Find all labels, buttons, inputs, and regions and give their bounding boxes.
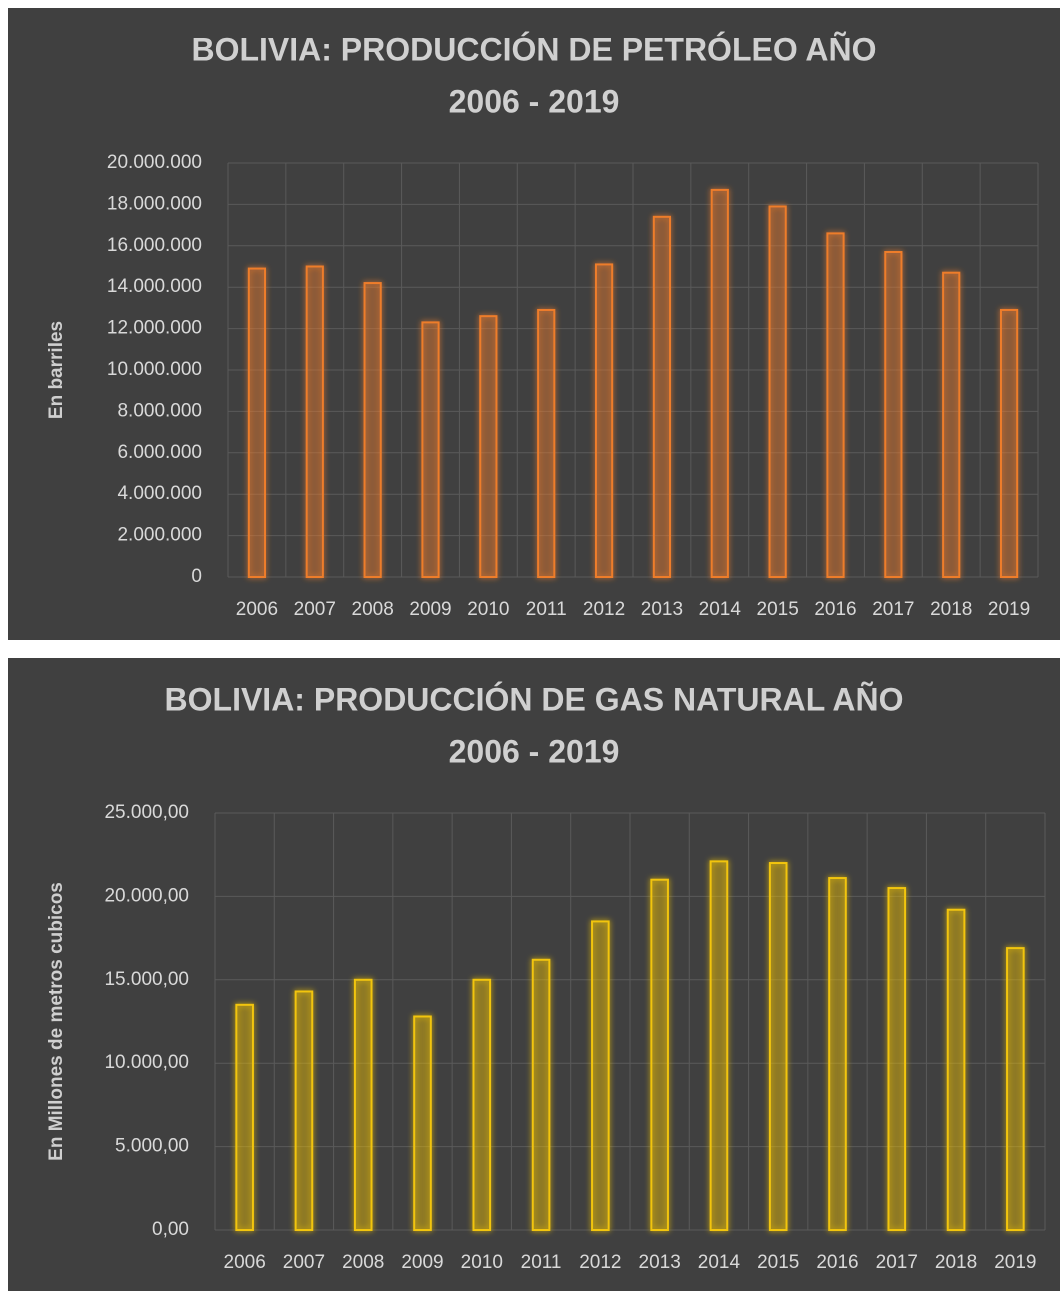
y-tick-label: 10.000.000 xyxy=(107,359,202,380)
bar xyxy=(828,877,847,1231)
chart-title: 2006 - 2019 xyxy=(449,733,620,769)
bar xyxy=(652,215,672,578)
x-tick-label: 2016 xyxy=(814,599,856,620)
bar xyxy=(826,232,845,578)
y-tick-label: 20.000,00 xyxy=(104,885,189,906)
bar xyxy=(884,251,903,578)
y-tick-label: 14.000.000 xyxy=(107,276,202,297)
x-tick-label: 2015 xyxy=(757,1252,799,1273)
x-tick-label: 2010 xyxy=(461,1252,503,1273)
chart-title: BOLIVIA: PRODUCCIÓN DE PETRÓLEO AÑO xyxy=(191,31,876,67)
bar xyxy=(650,878,669,1231)
x-tick-label: 2018 xyxy=(935,1252,977,1273)
x-tick-label: 2017 xyxy=(876,1252,918,1273)
y-tick-label: 5.000,00 xyxy=(115,1136,189,1157)
y-axis-label: En Millones de metros cubicos xyxy=(46,882,67,1161)
x-tick-label: 2011 xyxy=(526,599,567,620)
bar xyxy=(1006,947,1025,1231)
y-tick-label: 0 xyxy=(191,566,202,587)
bar xyxy=(353,978,373,1231)
bar xyxy=(531,958,551,1231)
bar xyxy=(946,908,966,1232)
x-tick-label: 2009 xyxy=(401,1252,443,1273)
bar xyxy=(768,205,787,578)
y-tick-label: 20.000.000 xyxy=(107,152,202,173)
bar xyxy=(537,308,556,578)
y-tick-label: 12.000.000 xyxy=(107,318,202,339)
bar xyxy=(887,887,907,1231)
bar xyxy=(479,315,498,578)
bar xyxy=(472,978,492,1231)
chart-title: 2006 - 2019 xyxy=(449,83,620,119)
bar xyxy=(421,321,440,579)
x-tick-label: 2019 xyxy=(988,599,1030,620)
y-tick-label: 0,00 xyxy=(152,1219,189,1240)
x-tick-label: 2006 xyxy=(236,599,278,620)
x-tick-label: 2012 xyxy=(583,599,625,620)
bar xyxy=(591,920,610,1231)
bar xyxy=(247,267,267,578)
x-tick-label: 2015 xyxy=(757,599,799,620)
x-tick-label: 2007 xyxy=(283,1252,325,1273)
x-tick-label: 2018 xyxy=(930,599,972,620)
bar xyxy=(710,188,729,578)
y-tick-label: 25.000,00 xyxy=(104,802,189,823)
bar xyxy=(594,263,614,578)
bar xyxy=(294,990,314,1232)
bar xyxy=(942,271,961,578)
x-tick-label: 2009 xyxy=(409,599,451,620)
x-tick-label: 2006 xyxy=(224,1252,266,1273)
x-tick-label: 2013 xyxy=(641,599,683,620)
x-tick-label: 2008 xyxy=(342,1252,384,1273)
x-tick-label: 2019 xyxy=(994,1252,1036,1273)
y-tick-label: 16.000.000 xyxy=(107,235,202,256)
y-tick-label: 4.000.000 xyxy=(117,483,202,504)
bar xyxy=(709,860,729,1231)
bar xyxy=(305,265,324,578)
y-tick-label: 15.000,00 xyxy=(104,969,189,990)
x-tick-label: 2007 xyxy=(294,599,336,620)
y-tick-label: 2.000.000 xyxy=(117,525,202,546)
bar xyxy=(768,862,788,1231)
x-tick-label: 2012 xyxy=(579,1252,621,1273)
y-tick-label: 6.000.000 xyxy=(117,442,202,463)
x-tick-label: 2017 xyxy=(872,599,914,620)
bar xyxy=(363,282,382,578)
chart-title: BOLIVIA: PRODUCCIÓN DE GAS NATURAL AÑO xyxy=(165,681,904,717)
x-tick-label: 2014 xyxy=(698,1252,741,1273)
x-tick-label: 2008 xyxy=(352,599,394,620)
bar xyxy=(235,1003,254,1231)
y-axis-label: En barriles xyxy=(46,321,67,419)
y-tick-label: 8.000.000 xyxy=(117,400,202,421)
y-tick-label: 10.000,00 xyxy=(104,1052,189,1073)
x-tick-label: 2013 xyxy=(639,1252,681,1273)
x-tick-label: 2011 xyxy=(521,1252,562,1273)
x-tick-label: 2016 xyxy=(816,1252,858,1273)
bar xyxy=(999,308,1019,578)
x-tick-label: 2010 xyxy=(467,599,509,620)
bar xyxy=(413,1015,432,1231)
x-tick-label: 2014 xyxy=(699,599,742,620)
y-tick-label: 18.000.000 xyxy=(107,193,202,214)
